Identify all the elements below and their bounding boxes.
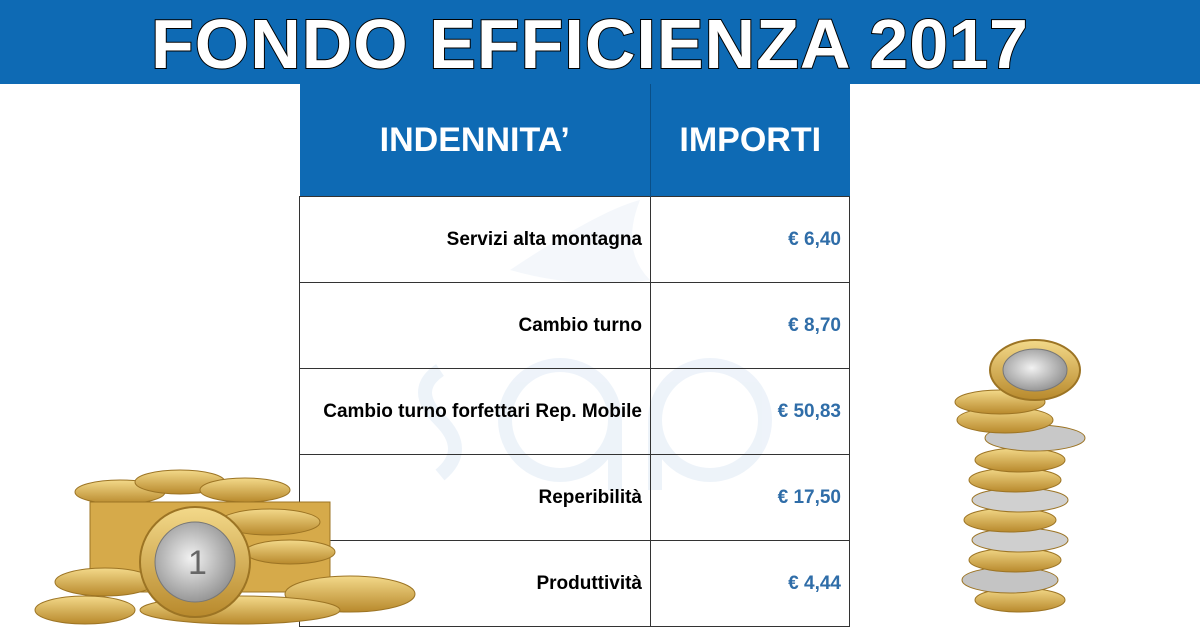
page-title: FONDO EFFICIENZA 2017 (150, 4, 1029, 84)
svg-text:1: 1 (188, 544, 207, 582)
row-label: Servizi alta montagna (299, 196, 651, 283)
row-label: Cambio turno (299, 282, 651, 369)
row-amount: € 17,50 (650, 454, 850, 541)
table-header-row: INDENNITA’ IMPORTI (299, 84, 850, 197)
header-importi: IMPORTI (650, 84, 850, 197)
euro-coin-pile-image: 1 (34, 469, 416, 625)
header-indennita: INDENNITA’ (299, 84, 651, 197)
header-banner: FONDO EFFICIENZA 2017 (0, 0, 1200, 84)
euro-coin-stack-image (954, 339, 1086, 613)
table-row: Servizi alta montagna € 6,40 (299, 196, 850, 283)
table-row: Reperibilità € 17,50 (299, 454, 850, 541)
table-row: Cambio turno € 8,70 (299, 282, 850, 369)
table-row: Cambio turno forfettari Rep. Mobile € 50… (299, 368, 850, 455)
row-amount: € 50,83 (650, 368, 850, 455)
row-amount: € 6,40 (650, 196, 850, 283)
row-amount: € 8,70 (650, 282, 850, 369)
row-label: Cambio turno forfettari Rep. Mobile (299, 368, 651, 455)
row-amount: € 4,44 (650, 540, 850, 627)
row-label: Reperibilità (299, 454, 651, 541)
